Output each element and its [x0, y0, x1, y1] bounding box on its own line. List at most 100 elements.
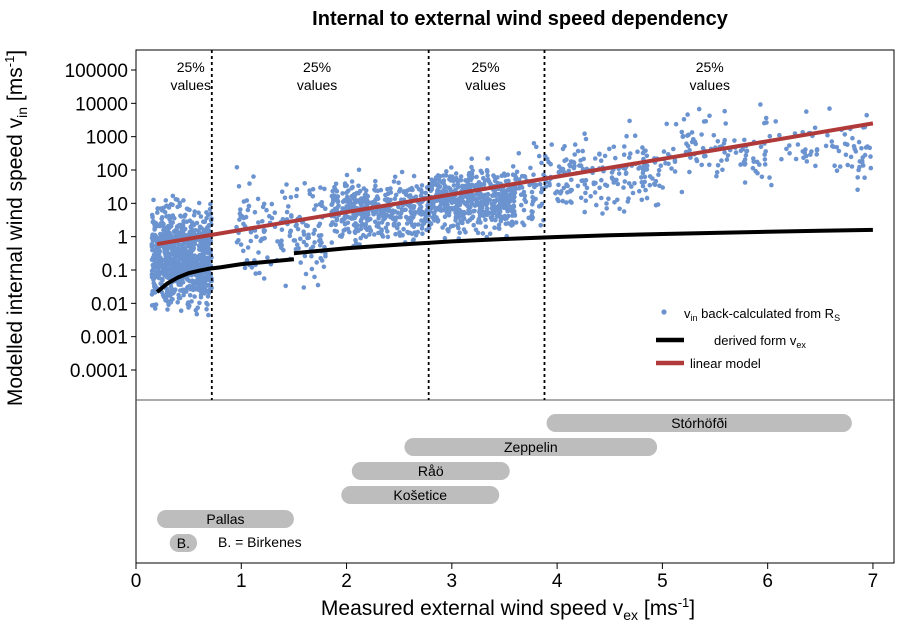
scatter-point	[258, 238, 264, 244]
station-range-bar	[546, 414, 852, 432]
scatter-point	[150, 247, 155, 253]
scatter-point	[284, 182, 289, 187]
scatter-point	[311, 231, 316, 236]
scatter-point	[762, 157, 768, 162]
scatter-point	[318, 237, 323, 242]
scatter-point	[426, 213, 432, 218]
y-tick-label: 1	[117, 228, 128, 249]
scatter-point	[279, 227, 285, 232]
y-tick-label: 10	[107, 194, 128, 215]
scatter-point	[200, 273, 205, 278]
scatter-point	[694, 157, 699, 162]
scatter-point	[431, 198, 436, 204]
scatter-point	[502, 195, 508, 201]
scatter-point	[251, 174, 256, 179]
scatter-point	[617, 206, 622, 212]
scatter-point	[245, 245, 251, 250]
scatter-point	[190, 253, 195, 259]
scatter-point	[301, 232, 307, 237]
scatter-point	[420, 231, 425, 236]
scatter-point	[643, 187, 648, 193]
scatter-point	[494, 192, 499, 198]
scatter-point	[244, 198, 250, 203]
scatter-point	[750, 165, 756, 171]
quartile-label-line2: values	[465, 77, 505, 93]
scatter-point	[298, 236, 303, 242]
scatter-point	[429, 186, 435, 192]
scatter-point	[720, 167, 725, 173]
x-tick-label: 0	[131, 571, 142, 592]
scatter-point	[471, 195, 476, 201]
scatter-point	[758, 144, 764, 150]
scatter-point	[795, 142, 801, 147]
quartile-label-line2: values	[171, 77, 211, 93]
scatter-point	[597, 151, 602, 157]
scatter-point	[486, 179, 492, 185]
scatter-point	[192, 241, 198, 247]
scatter-point	[392, 221, 397, 227]
scatter-point	[637, 188, 642, 194]
scatter-point	[151, 197, 156, 203]
scatter-point	[804, 109, 809, 114]
station-range-label: B.	[177, 535, 190, 551]
scatter-point	[398, 210, 404, 216]
scatter-point	[602, 153, 608, 159]
scatter-point	[477, 202, 482, 208]
scatter-point	[537, 181, 543, 187]
scatter-point	[351, 214, 357, 220]
scatter-point	[565, 190, 570, 195]
scatter-point	[432, 178, 438, 184]
scatter-point	[206, 259, 211, 264]
station-range-bar	[351, 462, 510, 480]
scatter-point	[194, 254, 199, 260]
scatter-point	[503, 179, 509, 184]
scatter-point	[157, 257, 162, 262]
scatter-point	[723, 121, 728, 126]
scatter-point	[181, 219, 186, 224]
scatter-point	[156, 269, 162, 274]
linear-model-line	[156, 121, 874, 247]
scatter-point	[419, 183, 425, 188]
scatter-point	[371, 211, 376, 217]
scatter-point	[193, 307, 199, 313]
quartile-label-layer: 25% values 25% values 25% values 25% values	[171, 59, 730, 93]
scatter-point	[679, 189, 685, 195]
scatter-point	[181, 198, 186, 203]
scatter-point	[202, 283, 207, 288]
scatter-point	[247, 181, 252, 186]
scatter-point	[184, 289, 189, 294]
scatter-point	[167, 216, 172, 222]
scatter-point	[392, 196, 398, 201]
scatter-point	[703, 153, 708, 159]
scatter-point	[459, 211, 465, 216]
scatter-point	[150, 288, 155, 294]
scatter-point	[318, 233, 324, 238]
scatter-point	[513, 220, 519, 225]
scatter-point	[344, 190, 349, 195]
scatter-point	[475, 230, 481, 236]
scatter-point	[426, 209, 432, 215]
scatter-point	[385, 229, 390, 234]
scatter-point	[556, 164, 562, 169]
scatter-point	[196, 243, 202, 249]
scatter-point	[762, 162, 768, 167]
scatter-point	[489, 206, 495, 211]
scatter-point	[191, 222, 197, 228]
scatter-point	[190, 259, 195, 265]
scatter-point	[769, 182, 774, 188]
scatter-point	[604, 201, 609, 206]
scatter-point	[448, 178, 454, 183]
scatter-point	[435, 173, 441, 178]
station-range-label: Košetice	[393, 487, 447, 503]
scatter-point	[509, 219, 515, 225]
scatter-point	[170, 202, 175, 208]
scatter-point	[173, 197, 179, 202]
scatter-point	[151, 277, 156, 283]
scatter-point	[202, 219, 208, 225]
scatter-point	[288, 195, 294, 200]
scatter-point	[521, 174, 527, 179]
scatter-point	[543, 153, 548, 159]
scatter-point	[238, 242, 244, 247]
scatter-point	[626, 196, 631, 201]
scatter-point	[681, 117, 687, 122]
